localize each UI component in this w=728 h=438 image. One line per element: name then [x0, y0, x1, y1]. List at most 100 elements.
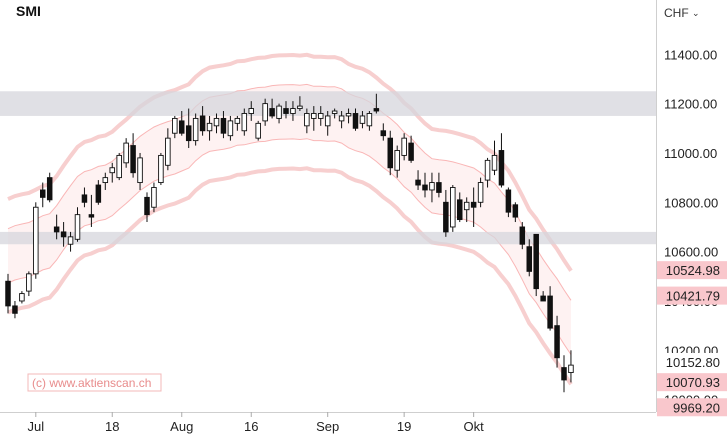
candle-body — [67, 236, 74, 245]
x-tick-label: Sep — [316, 419, 339, 434]
candle-body — [137, 157, 143, 184]
candle-body — [491, 154, 498, 171]
candle — [206, 115, 213, 141]
candle — [505, 187, 512, 218]
candle-body — [178, 120, 185, 134]
candle — [12, 300, 18, 319]
candle-body — [297, 105, 303, 110]
candle — [220, 111, 227, 139]
candle — [53, 214, 60, 240]
candle — [318, 106, 324, 126]
candle — [74, 207, 81, 242]
candle-body — [540, 295, 546, 302]
candle-body — [206, 122, 213, 132]
candle-body — [512, 204, 519, 218]
candle — [457, 192, 463, 223]
candle-body — [366, 113, 373, 127]
y-tick-label: 10800.00 — [664, 195, 718, 210]
candle-body — [547, 295, 553, 329]
currency-label[interactable]: CHF — [664, 6, 689, 20]
candle — [144, 192, 150, 223]
candle — [408, 135, 414, 163]
candle-body — [311, 113, 317, 119]
candle — [5, 273, 11, 314]
candle-body — [46, 177, 53, 201]
watermark: (c) www.aktienscan.ch — [27, 373, 162, 392]
candle — [401, 133, 407, 161]
candle-body — [519, 226, 526, 245]
candle — [526, 239, 533, 277]
candle-body — [199, 115, 206, 132]
resistance-zone — [0, 231, 656, 245]
candle — [394, 145, 400, 178]
candle-body — [429, 182, 435, 191]
candle-body — [220, 117, 227, 134]
candle-body — [192, 117, 199, 142]
candle-body — [19, 293, 25, 302]
candle — [415, 170, 421, 190]
candle — [102, 172, 109, 190]
chevron-down-icon[interactable]: ⌄ — [692, 8, 700, 18]
candle-body — [463, 201, 470, 211]
candle-body — [373, 108, 380, 112]
candle-body — [248, 108, 254, 114]
candle — [213, 113, 220, 134]
candle-body — [109, 167, 115, 174]
candle-body — [387, 137, 394, 169]
candle-body — [484, 159, 491, 181]
candle — [366, 111, 373, 131]
candle-body — [457, 199, 463, 221]
candle-body — [352, 113, 359, 129]
candle — [491, 140, 498, 176]
price-label: 10070.93 — [657, 373, 727, 392]
candle-body — [304, 113, 310, 127]
candle-body — [505, 189, 512, 213]
candle-body — [26, 273, 32, 292]
candle — [331, 108, 338, 119]
candle-body — [408, 142, 414, 161]
candle-body — [144, 196, 150, 216]
candle — [311, 106, 317, 131]
candle — [67, 231, 74, 252]
candle — [554, 315, 560, 368]
candle-body — [283, 108, 289, 114]
candle-body — [470, 201, 477, 208]
candle — [373, 93, 380, 114]
candle — [443, 189, 449, 237]
candle-body — [74, 214, 81, 240]
candle — [283, 101, 289, 119]
candle — [60, 222, 67, 247]
candle-body — [95, 184, 102, 203]
candle-body — [234, 117, 241, 124]
x-tick-label: Jul — [27, 419, 44, 434]
watermark-text: (c) www.aktienscan.ch — [32, 376, 151, 390]
candle-body — [526, 246, 533, 272]
band-upper-line — [7, 83, 572, 301]
candle-body — [568, 364, 574, 373]
candle — [46, 172, 53, 203]
candle — [192, 113, 199, 146]
x-axis-ticks: Jul 18 Aug 16 Sep 19 Okt — [27, 412, 484, 434]
band-outer-line — [7, 52, 573, 386]
candle-body — [450, 187, 456, 228]
price-label-box — [657, 398, 727, 417]
price-label-box — [657, 286, 727, 305]
candle-body — [255, 122, 261, 139]
band-lower-line — [7, 138, 572, 355]
candle — [19, 291, 25, 304]
candle-body — [213, 117, 220, 127]
band-fill — [8, 84, 571, 355]
candle — [387, 130, 394, 176]
candle-body — [60, 231, 67, 238]
candle — [241, 108, 248, 136]
candle-body — [331, 110, 338, 114]
candle — [227, 115, 234, 141]
candle-body — [123, 142, 129, 164]
candle — [137, 152, 143, 190]
currency-selector[interactable]: CHF ⌄ — [664, 6, 700, 20]
candle — [290, 101, 296, 121]
candle — [88, 194, 95, 227]
candle — [95, 180, 102, 205]
x-tick-label: 19 — [397, 419, 411, 434]
